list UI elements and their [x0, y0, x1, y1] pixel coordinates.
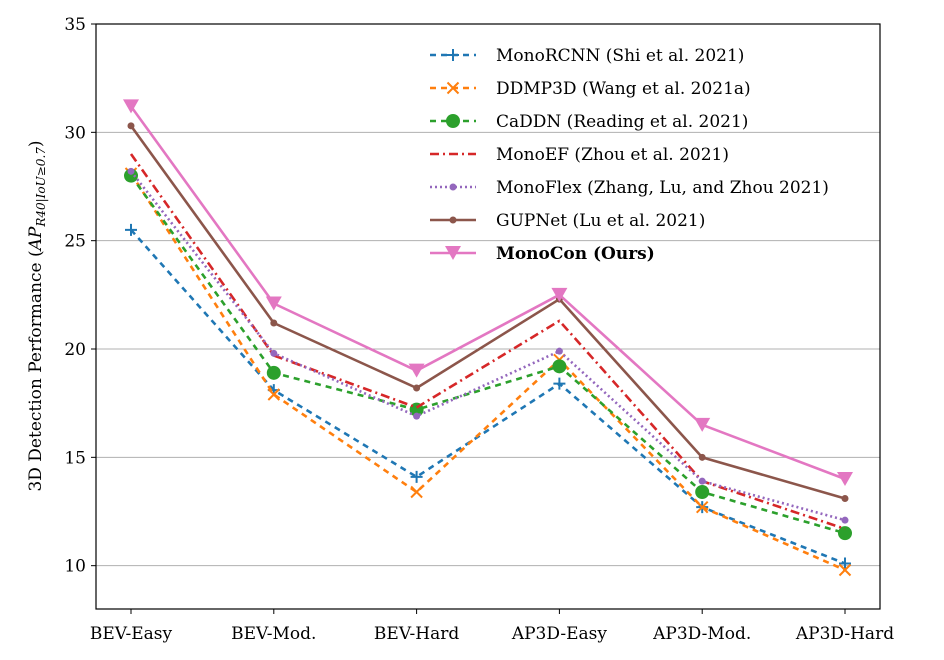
data-point — [841, 495, 849, 502]
data-point — [445, 246, 461, 260]
legend-label: MonoEF (Zhou et al. 2021) — [496, 145, 729, 165]
data-point — [446, 81, 460, 95]
data-point — [552, 359, 567, 374]
data-point — [695, 500, 709, 514]
legend-item: MonoFlex (Zhang, Lu, and Zhou 2021) — [430, 178, 829, 198]
data-point — [553, 377, 566, 390]
data-point — [838, 563, 852, 577]
y-axis-label-ap: AP — [26, 226, 46, 252]
legend-item: GUPNet (Lu et al. 2021) — [430, 211, 705, 231]
x-tick-label: BEV-Hard — [374, 624, 459, 644]
series-2 — [124, 168, 852, 541]
legend-label: CaDDN (Reading et al. 2021) — [496, 112, 748, 132]
legend-item: MonoRCNN (Shi et al. 2021) — [430, 46, 744, 66]
plot-frame — [95, 23, 881, 610]
data-point — [449, 216, 457, 224]
data-point — [841, 516, 849, 524]
grid-lines — [96, 23, 880, 567]
data-point — [413, 412, 421, 420]
x-axis: BEV-Easy BEV-Mod. BEV-Hard AP3D-Easy AP3D-Mo… — [90, 609, 894, 644]
data-point — [555, 347, 563, 355]
series-line — [129, 174, 846, 535]
x-tick-label: AP3D-Mod. — [652, 624, 751, 644]
data-point — [127, 167, 135, 175]
x-tick-label: BEV-Mod. — [231, 624, 316, 644]
legend-label: MonoRCNN (Shi et al. 2021) — [496, 46, 744, 66]
data-point — [265, 296, 282, 311]
data-point — [698, 453, 706, 461]
data-point — [837, 472, 853, 486]
x-tick-label: AP3D-Hard — [795, 624, 894, 644]
legend-item: DDMP3D (Wang et al. 2021a) — [430, 79, 751, 99]
series-line — [130, 228, 846, 565]
legend-item: MonoEF (Zhou et al. 2021) — [430, 145, 729, 165]
series-1 — [124, 167, 852, 577]
y-tick-label: 35 — [64, 15, 86, 35]
data-point — [123, 99, 139, 114]
series-line — [129, 153, 846, 531]
y-tick-label: 20 — [64, 340, 86, 360]
legend-item: MonoCon (Ours) — [430, 244, 655, 264]
data-point — [124, 168, 138, 183]
legend-label: GUPNet (Lu et al. 2021) — [496, 211, 705, 231]
data-point — [413, 384, 421, 392]
legend: MonoRCNN (Shi et al. 2021) DDMP3D (Wang e… — [430, 46, 829, 264]
y-axis: 10 15 20 25 30 35 — [64, 15, 96, 577]
series-0 — [125, 223, 851, 570]
data-point — [449, 183, 457, 191]
series-6 — [123, 99, 853, 486]
y-axis-label-main: 3D Detection Performance ( — [26, 250, 46, 491]
series-group — [123, 99, 853, 577]
data-point — [838, 526, 852, 541]
y-tick-label: 15 — [64, 448, 86, 468]
data-point — [695, 485, 710, 499]
y-tick-label: 30 — [64, 123, 86, 143]
data-point — [270, 349, 278, 357]
legend-label: MonoCon (Ours) — [496, 244, 655, 264]
series-4 — [127, 167, 849, 524]
data-point — [410, 470, 423, 483]
data-point — [266, 365, 281, 380]
legend-label: MonoFlex (Zhang, Lu, and Zhou 2021) — [496, 178, 829, 198]
legend-item: CaDDN (Reading et al. 2021) — [430, 112, 748, 132]
data-point — [267, 388, 281, 401]
series-3 — [129, 153, 846, 531]
data-point — [447, 49, 459, 61]
data-point — [551, 287, 568, 302]
legend-label: DDMP3D (Wang et al. 2021a) — [496, 79, 751, 99]
data-point — [410, 485, 423, 499]
data-point — [698, 477, 706, 485]
data-point — [694, 417, 711, 432]
data-point — [127, 122, 135, 130]
x-tick-label: BEV-Easy — [90, 624, 173, 644]
y-axis-label: 3D Detection Performance (APR40|IoU≥0.7) — [26, 140, 48, 491]
data-point — [446, 114, 460, 128]
series-5 — [127, 122, 849, 502]
y-axis-label-close: ) — [26, 140, 46, 147]
data-point — [270, 319, 278, 327]
y-tick-label: 25 — [64, 232, 86, 252]
series-line — [129, 105, 846, 481]
data-point — [408, 363, 425, 378]
series-line — [129, 172, 846, 572]
series-line — [129, 170, 846, 522]
series-line — [129, 125, 846, 500]
y-axis-label-subscript: R40|IoU≥0.7 — [34, 147, 48, 228]
x-tick-label: AP3D-Easy — [511, 624, 607, 644]
data-point — [125, 223, 137, 236]
data-point — [839, 557, 851, 570]
y-tick-label: 10 — [64, 557, 86, 577]
